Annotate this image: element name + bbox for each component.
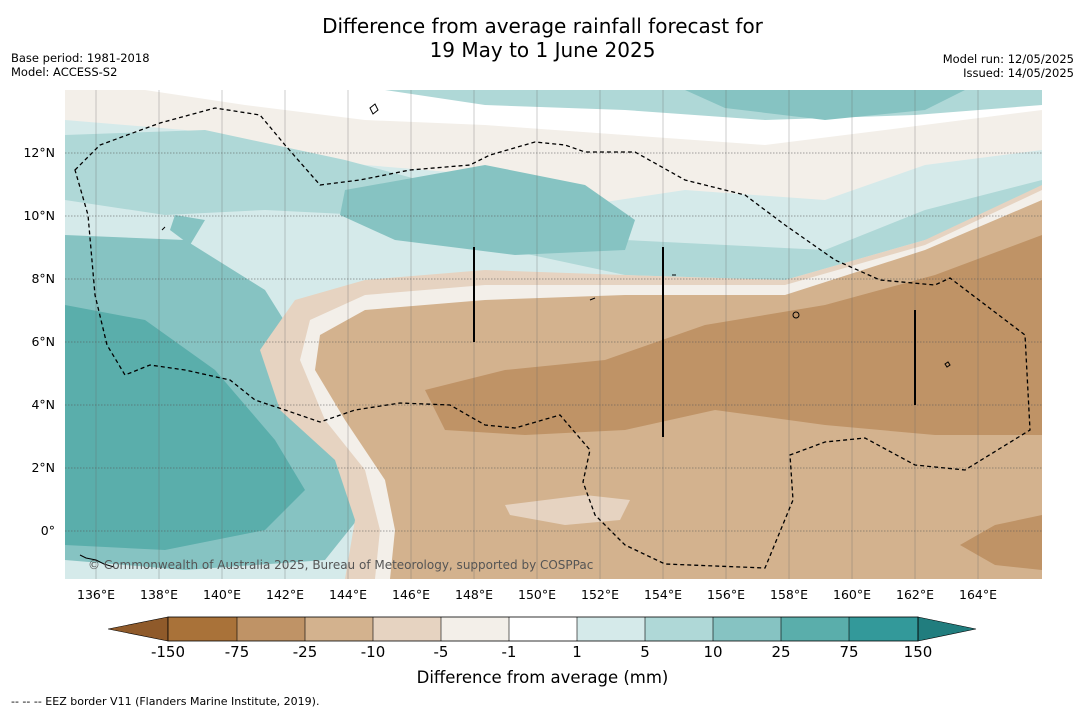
lon-tick-164e: 164°E (958, 587, 998, 602)
colorbar-swatch-3 (305, 617, 373, 641)
colorbar-label: Difference from average (mm) (416, 668, 669, 687)
colorbar-tick: 10 (703, 643, 723, 661)
lat-tick-12n: 12°N (23, 145, 55, 160)
lon-tick-160e: 160°E (832, 587, 872, 602)
base-period-text: Base period: 1981-2018 (11, 51, 150, 65)
model-text: Model: ACCESS-S2 (11, 65, 118, 79)
lat-tick-10n: 10°N (23, 208, 55, 223)
lat-tick-0: 0° (40, 523, 55, 538)
eez-legend-note: -- -- -- EEZ border V11 (Flanders Marine… (11, 695, 320, 708)
colorbar-swatch-1 (168, 617, 237, 641)
model-run-text: Model run: 12/05/2025 (942, 52, 1074, 66)
colorbar-tick: -5 (433, 643, 449, 661)
lon-tick-158e: 158°E (769, 587, 809, 602)
contour-pos10-central (340, 165, 635, 255)
eez-border-main (74, 107, 1031, 569)
colorbar-tick: 150 (903, 643, 933, 661)
copyright-credit: © Commonwealth of Australia 2025, Bureau… (88, 558, 594, 572)
colorbar-tick: -10 (360, 643, 386, 661)
lon-tick-150e: 150°E (517, 587, 557, 602)
lat-gridlines (65, 152, 1042, 532)
colorbar (108, 616, 977, 642)
colorbar-tick: -1 (501, 643, 517, 661)
colorbar-tick: -25 (292, 643, 318, 661)
lon-tick-162e: 162°E (895, 587, 935, 602)
colorbar-tick: 25 (771, 643, 791, 661)
contour-minus75-southeast (960, 515, 1042, 570)
colorbar-tick: 5 (640, 643, 650, 661)
lon-tick-154e: 154°E (643, 587, 683, 602)
lon-tick-152e: 152°E (580, 587, 620, 602)
contour-pos25-west (65, 305, 305, 550)
contour-minus75 (425, 235, 1042, 435)
lon-tick-146e: 146°E (391, 587, 431, 602)
lon-tick-138e: 138°E (139, 587, 179, 602)
colorbar-extend-low (108, 616, 169, 642)
lon-tick-148e: 148°E (454, 587, 494, 602)
colorbar-outline (167, 616, 919, 642)
colorbar-dividers (236, 617, 850, 641)
issued-text: Issued: 14/05/2025 (963, 66, 1074, 80)
contour-minus10-patch (505, 495, 630, 525)
map-canvas (65, 90, 1042, 579)
contour-pos5 (65, 130, 1042, 280)
map-title-line1: Difference from average rainfall forecas… (322, 14, 763, 38)
colorbar-swatch-7 (577, 617, 645, 641)
lon-tick-142e: 142°E (265, 587, 305, 602)
rainfall-anomaly-map (65, 90, 1042, 579)
lat-tick-2n: 2°N (31, 460, 55, 475)
meta-left: Base period: 1981-2018 Model: ACCESS-S2 (11, 51, 150, 79)
lat-tick-8n: 8°N (31, 271, 55, 286)
lon-tick-156e: 156°E (706, 587, 746, 602)
lat-tick-4n: 4°N (31, 397, 55, 412)
colorbar-swatch-9 (713, 617, 781, 641)
colorbar-swatch-5 (441, 617, 509, 641)
map-title-line2: 19 May to 1 June 2025 (429, 38, 656, 62)
colorbar-tick: -150 (150, 643, 186, 661)
colorbar-swatch-8 (645, 617, 713, 641)
colorbar-extend-high (917, 616, 977, 642)
colorbar-swatch-4 (373, 617, 441, 641)
lon-tick-136e: 136°E (76, 587, 116, 602)
island-outlines (79, 103, 951, 568)
colorbar-tick: 1 (572, 643, 582, 661)
lon-tick-140e: 140°E (202, 587, 242, 602)
map-title: Difference from average rainfall forecas… (0, 14, 1085, 62)
contour-pos10-island (170, 215, 205, 245)
colorbar-swatch-6 (509, 617, 577, 641)
colorbar-swatch-2 (237, 617, 305, 641)
colorbar-swatch-10 (781, 617, 849, 641)
lat-tick-6n: 6°N (31, 334, 55, 349)
contour-pos10-north (685, 90, 965, 120)
colorbar-tick: 75 (839, 643, 859, 661)
colorbar-swatch-11 (849, 617, 918, 641)
colorbar-tick: -75 (224, 643, 250, 661)
lon-gridlines (95, 90, 979, 579)
lon-tick-144e: 144°E (328, 587, 368, 602)
meta-right: Model run: 12/05/2025 Issued: 14/05/2025 (943, 52, 1074, 80)
